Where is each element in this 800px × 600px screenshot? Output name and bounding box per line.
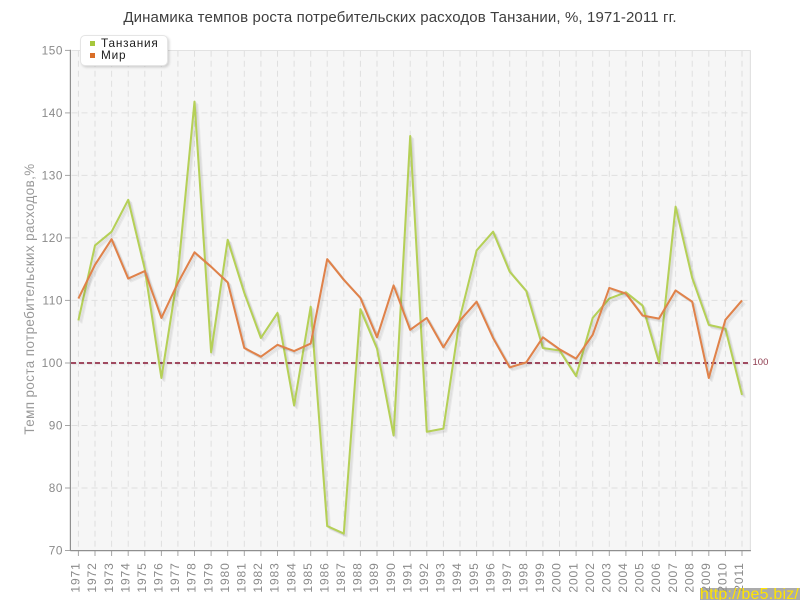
svg-text:2009: 2009 <box>699 562 713 592</box>
svg-text:1990: 1990 <box>384 562 398 592</box>
svg-text:1979: 1979 <box>201 562 215 592</box>
svg-text:1987: 1987 <box>334 562 348 592</box>
svg-text:100: 100 <box>42 356 63 370</box>
svg-text:1988: 1988 <box>351 562 365 592</box>
svg-text:1976: 1976 <box>152 562 166 592</box>
svg-text:1975: 1975 <box>135 562 149 592</box>
svg-text:1982: 1982 <box>251 562 265 592</box>
svg-text:90: 90 <box>49 419 63 433</box>
svg-text:1993: 1993 <box>434 562 448 592</box>
svg-text:1986: 1986 <box>317 562 331 592</box>
svg-text:Темп роста потребительских рас: Темп роста потребительских расходов,% <box>22 163 37 434</box>
svg-text:1989: 1989 <box>367 562 381 592</box>
svg-text:2006: 2006 <box>649 562 663 592</box>
svg-text:1980: 1980 <box>218 562 232 592</box>
svg-text:100: 100 <box>753 357 769 368</box>
svg-text:1992: 1992 <box>417 562 431 592</box>
svg-text:1995: 1995 <box>467 562 481 592</box>
svg-text:2005: 2005 <box>633 562 647 592</box>
svg-text:140: 140 <box>42 106 63 120</box>
svg-text:2000: 2000 <box>550 562 564 592</box>
svg-text:1997: 1997 <box>500 562 514 592</box>
svg-text:80: 80 <box>49 481 63 495</box>
svg-text:1971: 1971 <box>69 562 83 592</box>
svg-text:1991: 1991 <box>400 562 414 592</box>
svg-text:150: 150 <box>42 44 63 58</box>
svg-text:2010: 2010 <box>716 562 730 592</box>
svg-text:2003: 2003 <box>600 562 614 592</box>
svg-text:1974: 1974 <box>118 562 132 592</box>
svg-text:1977: 1977 <box>168 562 182 592</box>
svg-text:2001: 2001 <box>566 562 580 592</box>
svg-text:110: 110 <box>43 294 63 308</box>
svg-text:1973: 1973 <box>102 562 116 592</box>
svg-text:120: 120 <box>42 231 63 245</box>
svg-text:130: 130 <box>42 169 63 183</box>
svg-text:1998: 1998 <box>517 562 531 592</box>
svg-text:1978: 1978 <box>185 562 199 592</box>
svg-text:70: 70 <box>49 544 63 558</box>
svg-text:2011: 2011 <box>732 562 746 591</box>
svg-text:1985: 1985 <box>301 562 315 592</box>
svg-text:1994: 1994 <box>450 562 464 592</box>
svg-text:1999: 1999 <box>533 562 547 592</box>
svg-text:2008: 2008 <box>682 562 696 592</box>
svg-text:1984: 1984 <box>284 562 298 592</box>
svg-text:2002: 2002 <box>583 562 597 592</box>
svg-text:1981: 1981 <box>235 562 249 592</box>
svg-text:1996: 1996 <box>483 562 497 592</box>
svg-text:1972: 1972 <box>85 562 99 592</box>
svg-text:2007: 2007 <box>666 562 680 592</box>
svg-text:2004: 2004 <box>616 562 630 592</box>
svg-text:1983: 1983 <box>268 562 282 592</box>
